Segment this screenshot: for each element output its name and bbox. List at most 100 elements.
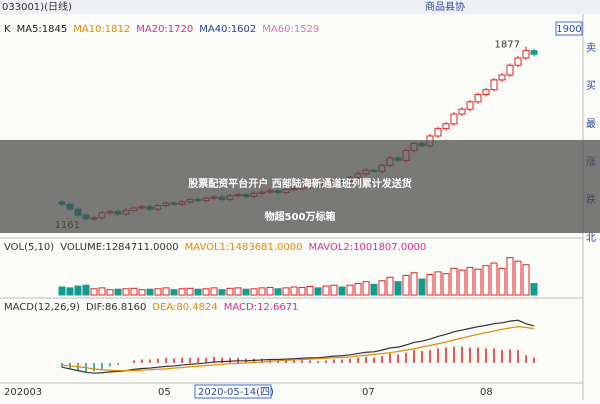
volume-bar (482, 265, 490, 296)
volume-legend: MAVOL1:1483681.0000 (185, 242, 303, 253)
volume-bar (226, 287, 234, 296)
volume-bar (122, 288, 130, 296)
volume-bar (490, 262, 498, 296)
header-bar (0, 0, 600, 14)
volume-bar (258, 287, 266, 296)
dea-line (61, 326, 535, 372)
volume-bar (146, 288, 154, 296)
volume-bar (114, 288, 122, 296)
x-label: 2020-05-14(四) (198, 387, 274, 398)
volume-bar (306, 286, 314, 296)
banner (0, 140, 600, 233)
volume-bar (386, 276, 394, 296)
volume-legend: VOLUME:1284711.0000 (60, 242, 178, 253)
volume-bar (130, 287, 138, 296)
price-box-text: 1900 (556, 24, 581, 35)
volume-bar (426, 274, 434, 296)
volume-legend: VOL(5,10) (4, 242, 54, 253)
macd-legend: DEA:80.4824 (152, 302, 217, 313)
x-label: 07 (362, 387, 375, 398)
volume-bar (290, 286, 298, 296)
volume-bar (474, 268, 482, 296)
volume-bar (170, 289, 178, 296)
candle-body (530, 50, 538, 55)
macd-legend: MACD(12,26,9) (4, 302, 80, 313)
volume-bar (466, 266, 474, 296)
volume-bar (154, 288, 162, 296)
volume-bar (370, 283, 378, 296)
banner-line: 物超500万标箱 (265, 210, 336, 223)
macd-legend: MACD:12.6671 (224, 302, 299, 313)
volume-bar (314, 287, 322, 296)
candle-body (514, 57, 522, 66)
volume-bar (338, 286, 346, 296)
volume-bar (210, 287, 218, 296)
candle-body (434, 128, 442, 137)
volume-bar (354, 282, 362, 296)
volume-bar (98, 287, 106, 296)
volume-bar (90, 288, 98, 296)
candle-body (466, 101, 474, 110)
candle-body (442, 123, 450, 130)
candle-body (474, 94, 482, 103)
volume-bar (250, 288, 258, 296)
volume-bar (218, 289, 226, 296)
candle-body (522, 50, 530, 59)
volume-bar (298, 286, 306, 296)
volume-bar (378, 280, 386, 296)
candle-body (450, 113, 458, 125)
legend-entry: K (4, 24, 11, 35)
volume-bar (514, 260, 522, 296)
x-label: 08 (480, 387, 493, 398)
volume-bar (106, 289, 114, 296)
menu[interactable]: 商品县协 (425, 0, 465, 13)
volume-bar (162, 287, 170, 296)
price-annotation: 1877 (495, 39, 520, 50)
volume-bar (506, 257, 514, 296)
side-label: 买 (586, 80, 596, 92)
side-label: 北 (586, 232, 596, 244)
volume-bar (442, 273, 450, 296)
candle-body (490, 79, 498, 91)
price-box (555, 21, 583, 36)
volume-bar (522, 264, 530, 296)
volume-bar (66, 287, 74, 296)
volume-bar (82, 284, 90, 296)
macd-legend: DIF:86.8160 (86, 302, 146, 313)
volume-bar (74, 285, 82, 296)
volume-bar (234, 287, 242, 296)
volume-bar (266, 286, 274, 296)
volume-bar (418, 278, 426, 296)
x-label: 202003 (4, 387, 42, 398)
volume-bar (402, 274, 410, 296)
volume-bar (274, 288, 282, 296)
volume-bar (410, 272, 418, 296)
date-cursor-box (194, 384, 272, 399)
candle-body (482, 89, 490, 96)
volume-bar (58, 286, 66, 296)
volume-bar (362, 281, 370, 296)
legend-entry: MA5:1845 (17, 24, 68, 35)
dif-line (61, 319, 535, 374)
volume-bar (450, 267, 458, 296)
volume-bar (530, 283, 538, 296)
volume-bar (458, 269, 466, 296)
legend-entry: MA10:1812 (73, 24, 130, 35)
header-code: 033001)(日线) (2, 0, 72, 13)
candle-body (506, 64, 514, 76)
candle-body (498, 74, 506, 81)
volume-bar (282, 287, 290, 296)
candle-body (458, 108, 466, 115)
x-label: 05 (158, 387, 171, 398)
side-label: 卖 (586, 42, 596, 54)
volume-bar (194, 288, 202, 296)
legend-entry: MA60:1529 (262, 24, 319, 35)
volume-bar (186, 287, 194, 296)
legend-entry: MA20:1720 (136, 24, 193, 35)
volume-bar (394, 281, 402, 296)
volume-bar (346, 284, 354, 296)
volume-bar (498, 267, 506, 296)
side-label: 最 (586, 118, 596, 130)
volume-bar (434, 271, 442, 296)
